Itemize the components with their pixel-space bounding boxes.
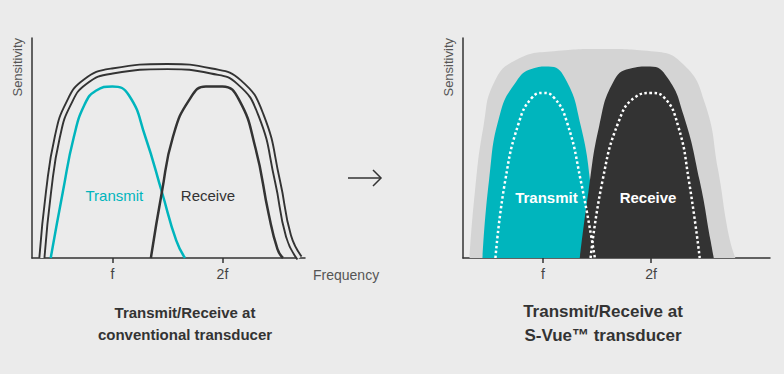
svg-text:conventional transducer: conventional transducer [98,326,272,343]
svg-text:2f: 2f [645,266,657,282]
svg-text:Sensitivity: Sensitivity [441,38,456,97]
svg-text:Sensitivity: Sensitivity [10,38,25,97]
svg-text:Transmit: Transmit [515,189,578,206]
svg-text:Transmit: Transmit [85,187,144,204]
svg-text:2f: 2f [217,266,229,282]
svg-text:Receive: Receive [181,187,235,204]
svg-text:S-Vue™ transducer: S-Vue™ transducer [524,326,682,345]
svg-text:Transmit/Receive at: Transmit/Receive at [115,304,256,321]
svg-text:Transmit/Receive at: Transmit/Receive at [523,302,683,321]
svg-text:f: f [541,266,545,282]
svg-text:Frequency: Frequency [313,267,379,283]
svg-text:f: f [110,266,114,282]
svg-text:Receive: Receive [620,189,677,206]
